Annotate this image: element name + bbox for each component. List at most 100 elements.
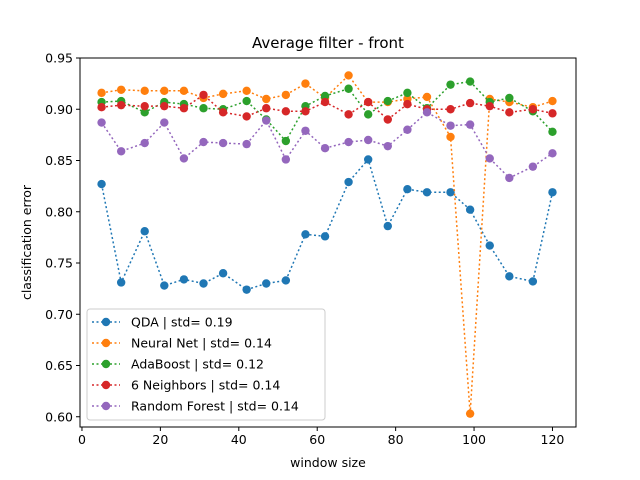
data-point xyxy=(505,93,514,103)
data-point xyxy=(403,125,412,134)
data-point xyxy=(344,177,353,187)
y-axis-ticks: 0.60 0.65 0.70 0.75 0.80 0.85 0.90 0.95 xyxy=(45,51,80,424)
data-point xyxy=(140,86,149,96)
y-tick-label: 0.75 xyxy=(45,256,73,271)
data-point xyxy=(242,285,251,294)
data-point xyxy=(281,90,291,100)
data-point xyxy=(97,118,106,127)
data-point xyxy=(383,96,392,106)
data-point xyxy=(262,116,271,125)
data-point xyxy=(465,98,475,108)
data-point xyxy=(465,409,475,418)
data-point xyxy=(383,115,392,124)
data-point xyxy=(505,108,514,117)
data-point xyxy=(383,141,392,151)
data-point xyxy=(363,135,373,145)
legend-marker xyxy=(101,380,111,390)
data-point xyxy=(320,232,330,241)
data-point xyxy=(320,97,330,107)
data-point xyxy=(485,154,494,163)
x-tick-label: 60 xyxy=(309,432,325,447)
data-point xyxy=(363,110,373,119)
data-point xyxy=(97,103,106,112)
data-point xyxy=(179,275,189,284)
data-point xyxy=(218,269,228,278)
x-tick-label: 20 xyxy=(152,432,168,447)
data-point xyxy=(548,96,557,106)
data-point xyxy=(505,173,514,183)
data-point xyxy=(242,112,251,121)
legend-marker xyxy=(101,401,111,411)
data-point xyxy=(179,154,189,163)
y-tick-label: 0.70 xyxy=(45,307,73,322)
y-tick-label: 0.90 xyxy=(45,102,73,117)
data-point xyxy=(403,99,412,109)
data-point xyxy=(281,155,291,164)
y-tick-label: 0.60 xyxy=(45,409,73,424)
data-point xyxy=(446,80,455,89)
y-axis-label: classification error xyxy=(19,184,34,300)
data-point xyxy=(548,149,557,158)
data-point xyxy=(548,127,557,136)
x-tick-label: 80 xyxy=(388,432,404,447)
data-point xyxy=(140,108,149,117)
legend-entry: Random Forest | std= 0.14 xyxy=(92,399,299,414)
data-point xyxy=(262,279,271,288)
data-point xyxy=(528,105,538,114)
data-point xyxy=(344,84,353,93)
legend-entry: Neural Net | std= 0.14 xyxy=(92,336,272,351)
data-point xyxy=(160,86,169,96)
data-point xyxy=(242,139,251,149)
data-point xyxy=(116,147,126,156)
x-tick-label: 0 xyxy=(78,432,86,447)
data-point xyxy=(446,105,455,114)
legend-label: AdaBoost | std= 0.12 xyxy=(131,357,264,372)
data-point xyxy=(262,104,271,113)
data-point xyxy=(281,107,291,116)
legend-entry: AdaBoost | std= 0.12 xyxy=(92,357,264,372)
x-axis-label: window size xyxy=(290,455,366,470)
plot-frame xyxy=(79,57,577,428)
data-point xyxy=(446,121,455,130)
x-tick-label: 120 xyxy=(541,432,565,447)
data-point xyxy=(301,107,310,116)
x-tick-label: 100 xyxy=(462,432,486,447)
y-tick-label: 0.80 xyxy=(45,204,73,219)
data-point xyxy=(218,108,228,117)
data-point xyxy=(422,108,432,117)
data-point xyxy=(140,227,149,236)
data-point xyxy=(485,101,494,111)
data-point xyxy=(344,110,353,119)
data-point xyxy=(528,162,538,171)
data-point xyxy=(465,120,475,129)
legend-marker xyxy=(101,359,111,369)
data-point xyxy=(179,86,189,96)
data-point xyxy=(140,138,149,148)
data-point xyxy=(160,281,169,290)
data-point xyxy=(140,101,149,111)
legend-marker xyxy=(101,338,111,348)
data-point xyxy=(160,118,169,127)
data-point xyxy=(281,136,291,146)
data-point xyxy=(242,96,251,106)
y-tick-label: 0.85 xyxy=(45,153,73,168)
legend: QDA | std= 0.19 Neural Net | std= 0.14 Ada… xyxy=(86,308,326,421)
x-axis-ticks: 0 20 40 60 80 100 120 xyxy=(78,427,564,447)
series-layer xyxy=(97,71,557,418)
data-point xyxy=(301,230,310,239)
data-point xyxy=(199,137,208,147)
data-point xyxy=(363,155,373,164)
data-point xyxy=(403,88,412,98)
data-point xyxy=(199,104,208,113)
data-point xyxy=(116,85,126,94)
series-line xyxy=(100,111,553,179)
data-point xyxy=(548,109,557,118)
data-point xyxy=(344,137,353,147)
legend-label: QDA | std= 0.19 xyxy=(131,315,233,330)
data-point xyxy=(465,77,475,86)
data-point xyxy=(301,79,310,88)
data-point xyxy=(320,144,330,153)
data-point xyxy=(199,90,208,100)
legend-label: Neural Net | std= 0.14 xyxy=(131,336,272,351)
